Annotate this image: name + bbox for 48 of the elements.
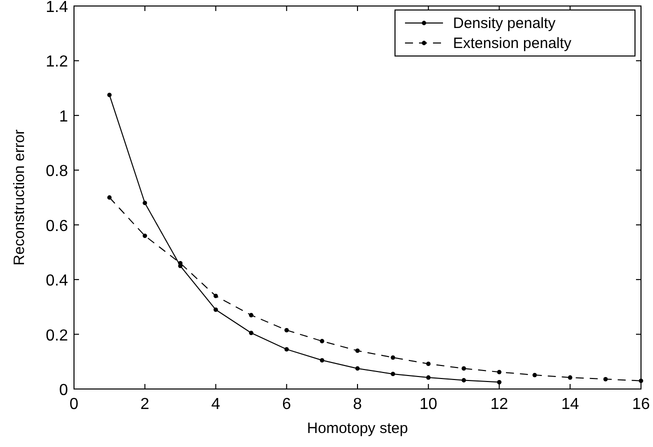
point	[248, 330, 254, 336]
y-tick-label: 0	[59, 382, 68, 399]
point	[284, 347, 289, 352]
point	[426, 362, 431, 366]
point	[355, 348, 360, 353]
x-tick-label: 16	[632, 396, 650, 413]
y-tick-label: 0.6	[46, 218, 68, 235]
y-tick-label: 1.2	[46, 54, 68, 71]
y-tick-label: 0.4	[46, 272, 68, 290]
point	[462, 378, 466, 382]
point	[568, 375, 572, 380]
point	[390, 372, 396, 376]
x-tick-label: 0	[70, 396, 79, 413]
y-tick-label: 0.8	[46, 163, 68, 180]
y-tick-label: 0.2	[46, 327, 68, 344]
point	[355, 366, 360, 371]
legend-label: Density penalty	[453, 15, 556, 32]
x-tick-label: 8	[353, 396, 362, 413]
point	[248, 312, 254, 318]
x-tick-label: 6	[282, 396, 292, 413]
y-axis-title: Reconstruction error	[11, 130, 28, 266]
point	[532, 372, 537, 378]
point	[214, 307, 218, 312]
point	[142, 200, 148, 206]
point	[320, 338, 324, 344]
legend-label: Extension penalty	[453, 35, 572, 52]
point	[142, 234, 148, 238]
point	[497, 370, 502, 374]
x-tick-label: 14	[561, 396, 580, 413]
x-tick-label: 4	[211, 396, 220, 413]
y-tick-label: 1.4	[46, 0, 68, 16]
point	[178, 260, 183, 266]
y-tick-label: 1	[59, 108, 68, 126]
point	[320, 358, 324, 362]
point	[462, 366, 466, 371]
point	[107, 92, 112, 98]
point	[497, 380, 502, 384]
point	[107, 195, 112, 200]
x-tick-label: 12	[490, 396, 508, 413]
x-tick-label: 2	[140, 396, 150, 413]
x-tick-label: 10	[419, 396, 438, 413]
point	[603, 376, 608, 382]
point	[214, 294, 218, 298]
point	[390, 355, 396, 360]
point	[284, 328, 289, 332]
point	[638, 378, 644, 383]
x-axis-title: Homotopy step	[307, 420, 408, 437]
point	[426, 375, 431, 380]
